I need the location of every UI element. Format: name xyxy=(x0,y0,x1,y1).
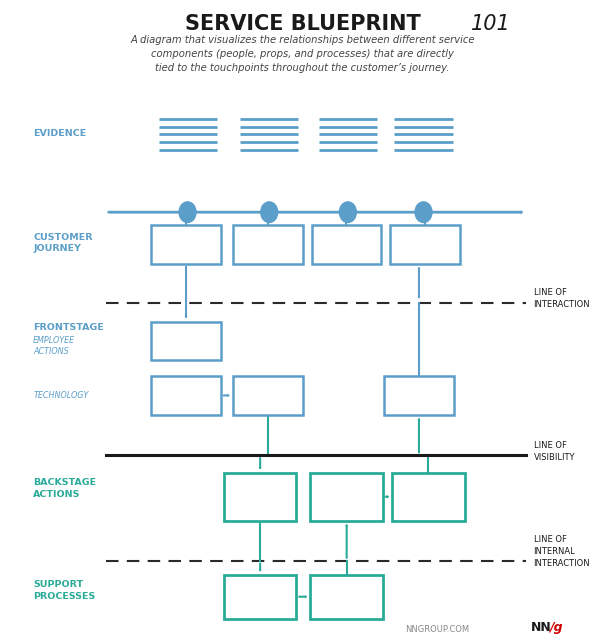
Bar xyxy=(151,225,221,264)
Bar xyxy=(233,225,302,264)
Text: FRONTSTAGE: FRONTSTAGE xyxy=(33,323,104,332)
Text: SUPPORT
PROCESSES: SUPPORT PROCESSES xyxy=(33,580,96,601)
Text: EMPLOYEE
ACTIONS: EMPLOYEE ACTIONS xyxy=(33,336,76,356)
Text: LINE OF
VISIBILITY: LINE OF VISIBILITY xyxy=(534,441,575,462)
Text: 101: 101 xyxy=(471,14,511,34)
Text: /g: /g xyxy=(549,621,563,634)
Bar xyxy=(224,575,296,619)
Bar xyxy=(310,575,383,619)
Bar xyxy=(392,473,465,521)
Text: BACKSTAGE
ACTIONS: BACKSTAGE ACTIONS xyxy=(33,478,96,499)
Text: A diagram that visualizes the relationships between different service
components: A diagram that visualizes the relationsh… xyxy=(130,35,475,73)
Bar xyxy=(224,473,296,521)
Bar xyxy=(151,376,221,415)
Text: NNGROUP.COM: NNGROUP.COM xyxy=(405,625,469,634)
Ellipse shape xyxy=(261,202,278,222)
Text: EVIDENCE: EVIDENCE xyxy=(33,129,87,138)
Text: NN: NN xyxy=(531,621,552,634)
Ellipse shape xyxy=(339,202,356,222)
Text: LINE OF
INTERNAL
INTERACTION: LINE OF INTERNAL INTERACTION xyxy=(534,536,590,568)
Bar xyxy=(151,322,221,360)
Bar xyxy=(310,473,383,521)
Text: TECHNOLOGY: TECHNOLOGY xyxy=(33,391,89,400)
Bar xyxy=(390,225,460,264)
Bar xyxy=(233,376,302,415)
Ellipse shape xyxy=(415,202,432,222)
Bar xyxy=(384,376,454,415)
Text: CUSTOMER
JOURNEY: CUSTOMER JOURNEY xyxy=(33,233,93,253)
Ellipse shape xyxy=(179,202,196,222)
Text: SERVICE BLUEPRINT: SERVICE BLUEPRINT xyxy=(185,14,420,34)
Text: LINE OF
INTERACTION: LINE OF INTERACTION xyxy=(534,288,590,309)
Bar xyxy=(312,225,381,264)
